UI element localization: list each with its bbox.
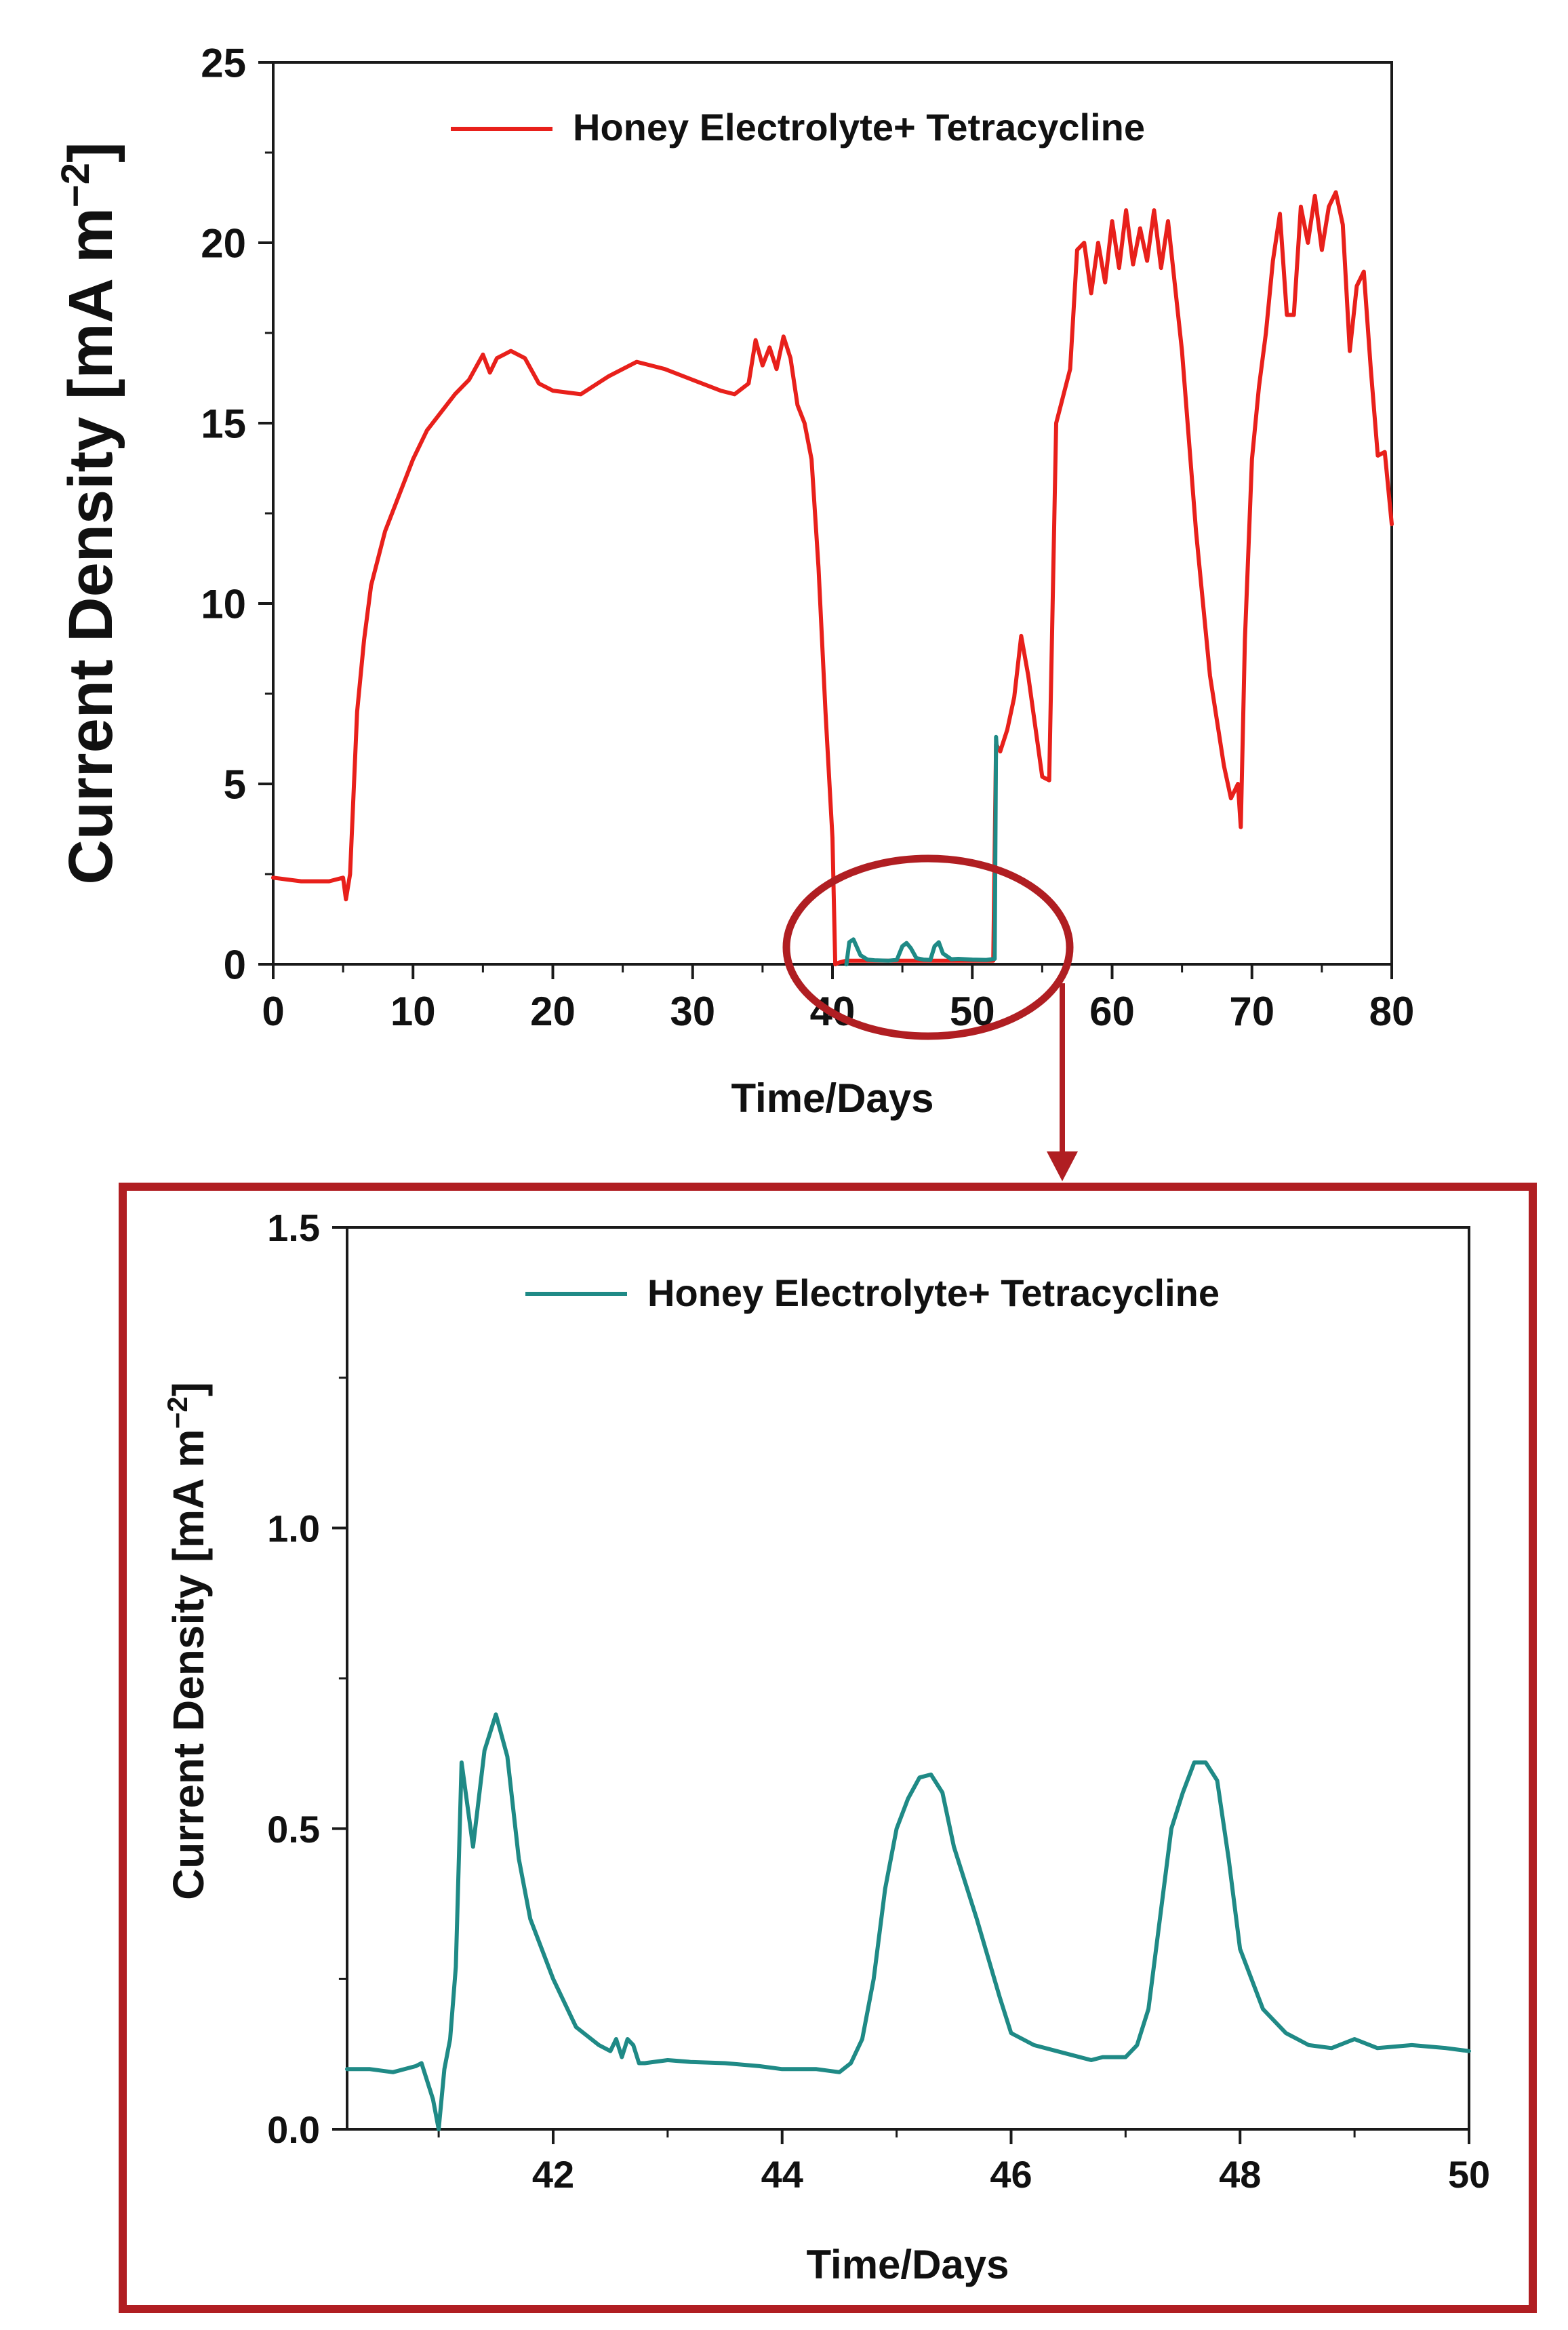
main-series-line-0 <box>271 190 1394 966</box>
main-y-tick-label: 10 <box>201 582 246 627</box>
zoom-x-axis-title: Time/Days <box>806 2242 1009 2287</box>
main-x-axis-title: Time/Days <box>731 1075 933 1121</box>
main-x-tick-labels: 0 10 20 30 40 50 60 70 80 <box>262 989 1414 1034</box>
zoom-y-tick-label: 1.0 <box>267 1507 320 1549</box>
zoom-ticks <box>332 1226 1470 2144</box>
zoom-x-tick-label: 42 <box>532 2153 574 2196</box>
main-x-tick-label: 70 <box>1229 989 1274 1034</box>
zoom-y-tick-label: 1.5 <box>267 1206 320 1249</box>
main-x-tick-label: 30 <box>670 989 715 1034</box>
main-y-axis-title-close: ] <box>56 142 125 163</box>
zoom-x-tick-label: 44 <box>761 2153 803 2196</box>
zoom-y-axis-title: Current Density [mA m−2] <box>161 1382 213 1900</box>
main-y-tick-label: 15 <box>201 401 246 447</box>
main-x-tick-label: 10 <box>390 989 436 1034</box>
zoom-chart: 0.0 0.5 1.0 1.5 42 44 46 48 50 Honey Electrolyt… <box>161 1206 1490 2287</box>
main-series-line-1 <box>844 734 999 966</box>
main-y-tick-label: 25 <box>201 41 246 86</box>
main-y-tick-label: 5 <box>224 762 246 808</box>
zoom-y-tick-label: 0.5 <box>267 1808 320 1851</box>
main-x-tick-label: 60 <box>1089 989 1135 1034</box>
zoom-y-tick-labels: 0.0 0.5 1.0 1.5 <box>267 1206 320 2151</box>
main-legend-label: Honey Electrolyte+ Tetracycline <box>573 106 1145 149</box>
main-y-axis-title-text: Current Density [mA m <box>56 208 125 885</box>
zoom-x-tick-label: 48 <box>1219 2153 1261 2196</box>
zoom-plot-frame <box>346 1226 1470 2131</box>
main-x-tick-label: 20 <box>530 989 576 1034</box>
main-y-axis-title: Current Density [mA m−2] <box>54 142 125 884</box>
zoom-y-axis-title-text: Current Density [mA m <box>164 1429 213 1900</box>
main-y-tick-labels: 0 5 10 15 20 25 <box>201 41 246 988</box>
zoom-y-axis-title-close: ] <box>164 1382 213 1396</box>
main-y-tick-label: 20 <box>201 221 246 266</box>
zoom-x-tick-label: 46 <box>990 2153 1032 2196</box>
main-series-lines <box>271 190 1394 966</box>
zoom-region-highlight <box>782 854 1074 1040</box>
zoom-connector-arrowhead <box>1047 1151 1078 1181</box>
zoom-y-axis-title-sup: −2 <box>161 1396 193 1429</box>
zoom-legend-label: Honey Electrolyte+ Tetracycline <box>647 1271 1220 1314</box>
zoom-series-lines <box>345 1712 1471 2131</box>
main-ticks <box>258 61 1393 979</box>
zoom-x-tick-label: 50 <box>1448 2153 1490 2196</box>
main-y-axis-title-sup: −2 <box>54 163 98 208</box>
main-y-tick-label: 0 <box>224 943 246 988</box>
zoom-x-tick-labels: 42 44 46 48 50 <box>532 2153 1490 2196</box>
zoom-panel-border <box>119 1183 1537 2313</box>
zoom-y-tick-label: 0.0 <box>267 2108 320 2151</box>
main-x-tick-label: 80 <box>1369 989 1415 1034</box>
main-x-tick-label: 0 <box>262 989 284 1034</box>
zoom-series-line-0 <box>345 1712 1471 2131</box>
